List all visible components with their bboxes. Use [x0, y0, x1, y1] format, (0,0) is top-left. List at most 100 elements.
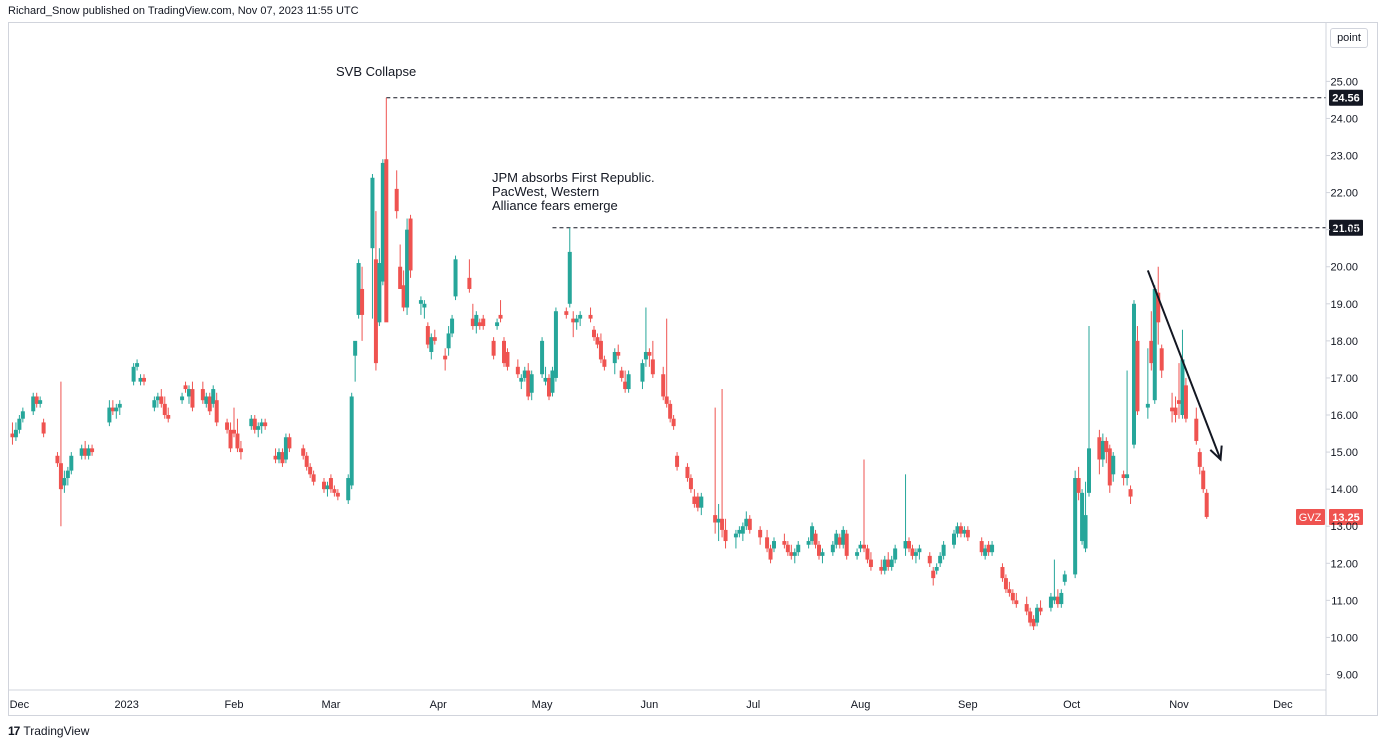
candle-body: [408, 218, 413, 271]
candle-body: [117, 403, 122, 408]
candle-body: [405, 229, 410, 308]
candle-body: [211, 389, 216, 404]
candle-body: [862, 544, 866, 549]
time-tick-label: Feb: [225, 699, 244, 711]
candle-body: [10, 433, 15, 438]
candle-body: [353, 340, 358, 356]
candle-body: [962, 529, 967, 534]
price-tick-label: 17.00: [1330, 373, 1358, 385]
candle-body: [699, 496, 704, 508]
candle-body: [335, 492, 340, 497]
candle-body: [889, 559, 894, 567]
candle-body: [543, 377, 548, 382]
candle-body: [273, 455, 278, 460]
candle-body: [252, 418, 257, 430]
candle-body: [858, 544, 863, 549]
candle-body: [588, 314, 593, 319]
candle-body: [277, 452, 281, 460]
candle-body: [844, 533, 849, 556]
candle-body: [965, 529, 970, 538]
candle-body: [446, 333, 451, 349]
candle-body: [1076, 478, 1081, 493]
candle-body: [304, 455, 309, 467]
candle-body: [1003, 578, 1008, 590]
candle-body: [187, 389, 191, 397]
time-tick-label: Oct: [1063, 699, 1080, 711]
candle-body: [785, 544, 790, 553]
candle-body: [1007, 589, 1012, 593]
price-tick-label: 9.00: [1337, 670, 1358, 682]
candle-body: [86, 448, 91, 456]
last-price-label: 13.25: [1332, 512, 1360, 524]
candle-body: [1059, 592, 1064, 605]
candle-body: [927, 555, 932, 564]
candle-body: [477, 322, 482, 327]
candle-body: [1111, 455, 1116, 475]
candle-body: [1156, 292, 1161, 323]
candle-body: [474, 314, 479, 327]
scale-mode-button[interactable]: point: [1330, 28, 1368, 48]
candle-body: [1180, 359, 1185, 416]
candle-body: [958, 526, 963, 534]
candle-body: [623, 381, 628, 390]
candle-body: [564, 311, 569, 315]
candle-body: [107, 407, 112, 423]
candle-body: [453, 259, 458, 297]
candle-body: [401, 285, 406, 308]
annotation-svb-collapse: SVB Collapse: [336, 64, 416, 79]
candle-body: [692, 496, 697, 504]
candle-body: [830, 544, 835, 553]
time-tick-label: Jul: [746, 699, 760, 711]
candle-body: [529, 374, 534, 393]
candle-body: [855, 552, 860, 556]
candle-body: [332, 489, 337, 493]
candle-body: [661, 374, 666, 397]
candle-body: [983, 548, 988, 556]
candle-body: [377, 263, 382, 323]
level-tag: [1329, 219, 1363, 236]
candle-body: [917, 548, 922, 553]
price-tick-label: 11.00: [1331, 595, 1358, 607]
candle-body: [841, 529, 846, 545]
candle-body: [495, 322, 500, 327]
candle-body: [1152, 288, 1157, 401]
candle-body: [598, 340, 603, 360]
time-tick-label: Aug: [851, 699, 871, 711]
candle-body: [183, 385, 188, 390]
candle-body: [20, 411, 25, 419]
candle-body: [301, 448, 306, 456]
candle-body: [810, 526, 815, 542]
candle-body: [308, 466, 313, 475]
candle-body: [263, 422, 268, 427]
level-tag-label: 24.56: [1332, 93, 1360, 105]
time-tick-label: Sep: [958, 699, 978, 711]
candle-body: [152, 400, 157, 408]
candle-body: [643, 351, 648, 360]
candle-body: [540, 340, 545, 375]
candle-body: [1204, 492, 1209, 517]
annotation-jpm-line: Alliance fears emerge: [492, 198, 618, 213]
candle-body: [1104, 440, 1109, 453]
candle-body: [232, 429, 236, 434]
candle-body: [283, 437, 288, 460]
last-price-tag: [1329, 508, 1363, 525]
candle-body: [498, 314, 503, 319]
candle-body: [1194, 418, 1199, 441]
candle-body: [65, 470, 70, 479]
candle-body: [180, 396, 185, 401]
time-tick-label: Dec: [10, 699, 30, 711]
candle-body: [671, 418, 676, 427]
candle-body: [733, 533, 738, 538]
candle-body: [346, 478, 351, 501]
candle-body: [938, 555, 943, 564]
candle-body: [1128, 489, 1133, 497]
candle-body: [903, 541, 908, 549]
candle-body: [619, 370, 624, 378]
candle-body: [287, 437, 292, 449]
candle-body: [204, 396, 209, 404]
candle-body: [325, 485, 330, 490]
candle-body: [647, 351, 652, 356]
candle-body: [675, 455, 680, 467]
candle-body: [467, 277, 472, 289]
